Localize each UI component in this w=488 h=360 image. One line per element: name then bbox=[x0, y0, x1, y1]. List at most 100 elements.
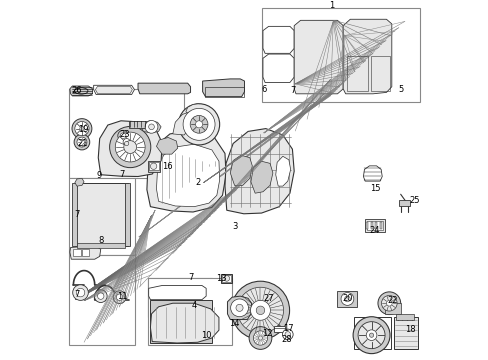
Text: 21: 21 bbox=[78, 139, 88, 148]
Circle shape bbox=[97, 293, 104, 299]
Circle shape bbox=[256, 306, 264, 315]
Bar bbox=[150, 300, 211, 343]
Text: 15: 15 bbox=[369, 184, 380, 193]
Circle shape bbox=[282, 329, 292, 340]
Circle shape bbox=[76, 288, 84, 297]
Polygon shape bbox=[98, 121, 162, 176]
Circle shape bbox=[357, 322, 384, 348]
Circle shape bbox=[381, 296, 396, 311]
Circle shape bbox=[118, 130, 128, 141]
Bar bbox=[75, 183, 128, 247]
Polygon shape bbox=[230, 155, 252, 185]
Polygon shape bbox=[150, 303, 219, 343]
Text: 18: 18 bbox=[405, 325, 415, 334]
Text: 10: 10 bbox=[201, 331, 211, 340]
Circle shape bbox=[109, 126, 150, 168]
Circle shape bbox=[386, 300, 391, 306]
Text: 8: 8 bbox=[98, 236, 103, 245]
Bar bbox=[353, 318, 390, 348]
Polygon shape bbox=[156, 138, 178, 154]
Text: 11: 11 bbox=[117, 292, 127, 301]
Bar bbox=[337, 291, 357, 307]
Polygon shape bbox=[224, 129, 294, 214]
Circle shape bbox=[145, 121, 158, 133]
Bar bbox=[148, 278, 232, 345]
Text: 13: 13 bbox=[216, 274, 226, 283]
Text: 25: 25 bbox=[408, 196, 419, 205]
Circle shape bbox=[120, 133, 126, 139]
Polygon shape bbox=[94, 85, 134, 95]
Bar bbox=[273, 325, 285, 332]
Polygon shape bbox=[263, 26, 294, 53]
Text: 28: 28 bbox=[281, 335, 292, 344]
Bar bbox=[221, 274, 232, 283]
Text: 9: 9 bbox=[96, 171, 102, 180]
Polygon shape bbox=[142, 121, 161, 133]
Polygon shape bbox=[250, 161, 272, 193]
Circle shape bbox=[123, 141, 136, 153]
Circle shape bbox=[230, 299, 248, 317]
Bar bbox=[379, 222, 382, 229]
Circle shape bbox=[344, 296, 349, 302]
Bar bbox=[69, 177, 135, 255]
Circle shape bbox=[377, 292, 400, 315]
Text: 23: 23 bbox=[119, 130, 130, 139]
Polygon shape bbox=[185, 104, 199, 117]
Text: 16: 16 bbox=[162, 162, 172, 171]
Circle shape bbox=[237, 287, 283, 333]
Bar bbox=[370, 56, 389, 91]
Circle shape bbox=[72, 119, 92, 139]
Circle shape bbox=[369, 333, 373, 337]
Polygon shape bbox=[70, 86, 92, 96]
Text: 14: 14 bbox=[229, 319, 239, 328]
Bar bbox=[149, 162, 158, 171]
Polygon shape bbox=[75, 178, 84, 186]
Text: 22: 22 bbox=[387, 296, 397, 305]
Polygon shape bbox=[148, 285, 206, 300]
Text: 26: 26 bbox=[72, 86, 82, 95]
Circle shape bbox=[224, 275, 229, 281]
Circle shape bbox=[248, 327, 271, 349]
Bar bbox=[346, 56, 367, 91]
Text: 5: 5 bbox=[398, 85, 403, 94]
Bar bbox=[72, 183, 77, 247]
Text: 12: 12 bbox=[262, 329, 272, 338]
Polygon shape bbox=[156, 144, 219, 207]
Circle shape bbox=[150, 163, 157, 170]
Text: 20: 20 bbox=[342, 294, 352, 303]
Bar bbox=[375, 222, 377, 229]
Polygon shape bbox=[363, 166, 382, 181]
Bar bbox=[370, 222, 372, 229]
Bar bbox=[77, 243, 124, 248]
Circle shape bbox=[352, 317, 389, 354]
Circle shape bbox=[94, 290, 107, 302]
Text: 17: 17 bbox=[283, 324, 294, 333]
Bar bbox=[365, 219, 384, 231]
Text: 7: 7 bbox=[188, 273, 194, 282]
Circle shape bbox=[183, 108, 215, 140]
Bar bbox=[148, 161, 160, 172]
Circle shape bbox=[250, 300, 270, 320]
Bar bbox=[396, 314, 413, 320]
Circle shape bbox=[115, 132, 145, 162]
Circle shape bbox=[231, 281, 289, 339]
Polygon shape bbox=[227, 296, 251, 320]
Bar bbox=[222, 275, 230, 282]
Circle shape bbox=[75, 121, 89, 136]
Circle shape bbox=[80, 126, 84, 131]
Circle shape bbox=[178, 104, 219, 145]
Bar bbox=[398, 200, 409, 206]
Circle shape bbox=[74, 134, 90, 150]
Text: 19: 19 bbox=[78, 125, 88, 134]
Text: 4: 4 bbox=[191, 301, 196, 310]
Polygon shape bbox=[95, 86, 132, 94]
Bar bbox=[73, 248, 81, 256]
Circle shape bbox=[148, 124, 154, 130]
Text: 1: 1 bbox=[328, 1, 333, 10]
Bar bbox=[365, 222, 367, 229]
Text: 7: 7 bbox=[74, 290, 80, 299]
Bar bbox=[261, 8, 419, 102]
Circle shape bbox=[258, 336, 262, 340]
Circle shape bbox=[285, 332, 290, 337]
Text: 3: 3 bbox=[231, 222, 237, 231]
